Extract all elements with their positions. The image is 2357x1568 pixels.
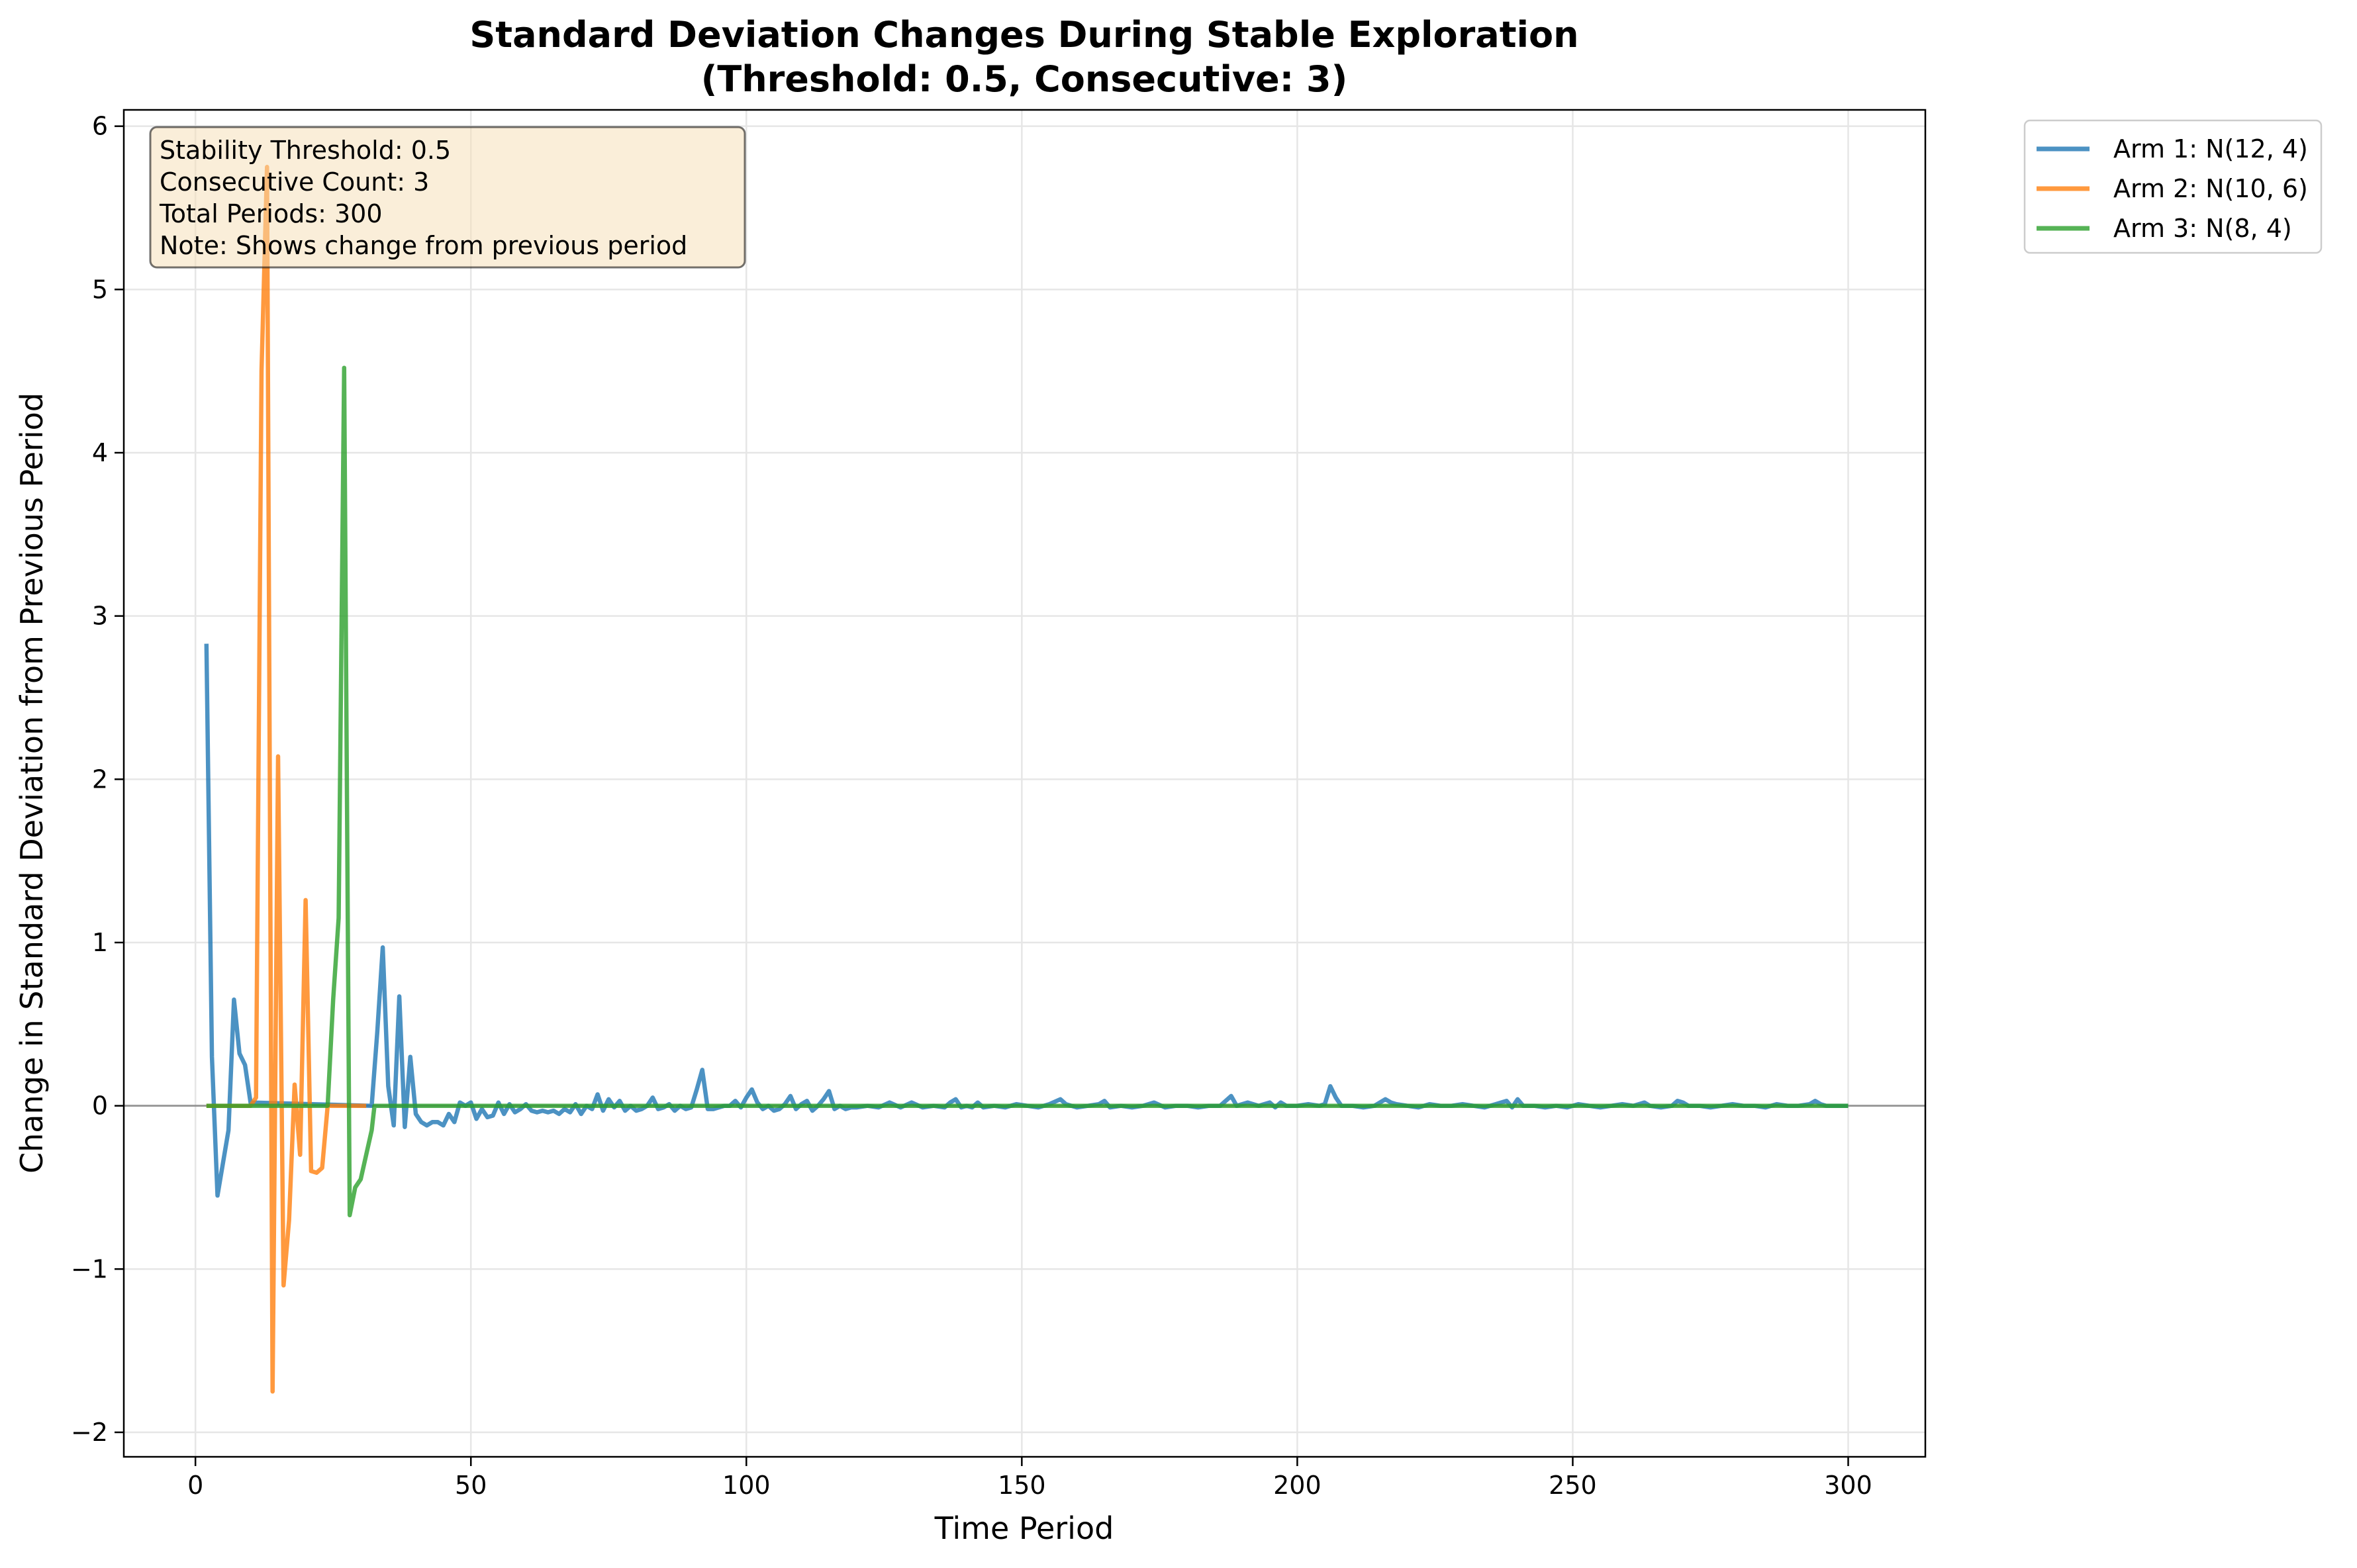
x-tick-label-5: 250	[1549, 1471, 1597, 1500]
x-axis-label: Time Period	[934, 1510, 1114, 1546]
y-axis-ticks: −2 −1 0 1 2 3 4 5 6	[71, 112, 124, 1447]
plot-frame	[122, 109, 1927, 1458]
x-tick-label-3: 150	[998, 1471, 1046, 1500]
y-tick-label-3: 1	[92, 928, 108, 957]
y-tick-label-7: 5	[92, 275, 108, 304]
legend-label-arm-3: Arm 3: N(8, 4)	[2113, 214, 2292, 243]
y-tick-label-2: 0	[92, 1091, 108, 1121]
y-tick-label-0: −2	[71, 1418, 108, 1447]
legend: Arm 1: N(12, 4) Arm 2: N(10, 6) Arm 3: N…	[2023, 119, 2323, 254]
x-tick-label-6: 300	[1824, 1471, 1872, 1500]
y-tick-label-4: 2	[92, 764, 108, 794]
x-tick-label-0: 0	[187, 1471, 203, 1500]
series-line-arm-3	[206, 365, 1849, 1218]
y-tick-label-1: −1	[71, 1254, 108, 1283]
info-consecutive: Consecutive Count: 3	[160, 167, 429, 197]
x-tick-label-2: 100	[722, 1471, 771, 1500]
chart-subtitle: (Threshold: 0.5, Consecutive: 3)	[701, 58, 1348, 100]
legend-label-arm-1: Arm 1: N(12, 4)	[2113, 134, 2308, 163]
y-axis-label: Change in Standard Deviation from Previo…	[14, 392, 50, 1174]
y-tick-label-5: 3	[92, 602, 108, 631]
y-tick-label-6: 4	[92, 438, 108, 467]
chart-title: Standard Deviation Changes During Stable…	[469, 14, 1578, 56]
legend-frame	[2023, 119, 2323, 254]
series-lines	[204, 165, 1849, 1394]
info-threshold: Stability Threshold: 0.5	[160, 136, 451, 165]
info-box: Stability Threshold: 0.5 Consecutive Cou…	[149, 126, 746, 269]
x-tick-label-1: 50	[455, 1471, 487, 1500]
x-axis-ticks: 0 50 100 150 200 250 300	[187, 1457, 1872, 1500]
info-box-background	[149, 126, 746, 269]
info-total-periods: Total Periods: 300	[159, 199, 383, 228]
info-note: Note: Shows change from previous period	[160, 231, 687, 260]
legend-label-arm-2: Arm 2: N(10, 6)	[2113, 174, 2308, 203]
x-tick-label-4: 200	[1273, 1471, 1322, 1500]
y-tick-label-8: 6	[92, 112, 108, 141]
